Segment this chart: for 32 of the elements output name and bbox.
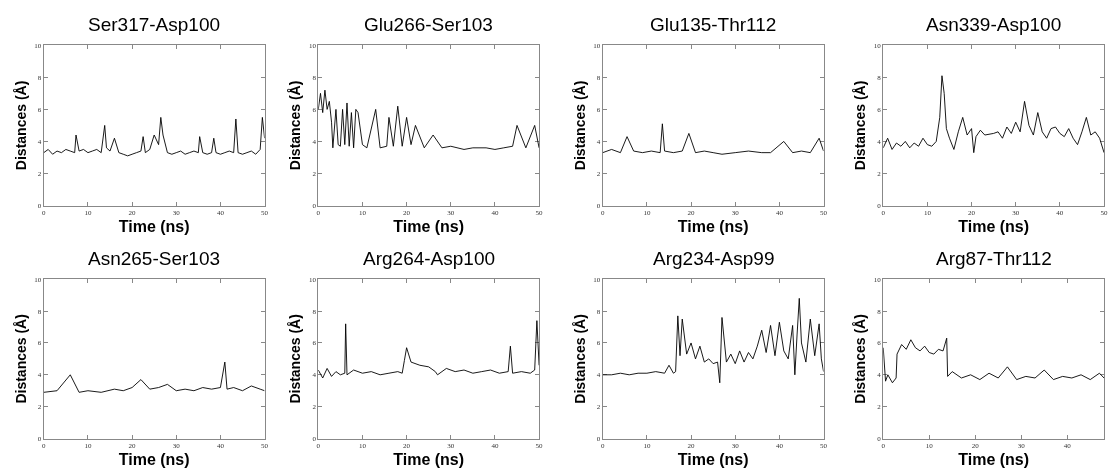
line-series [602,297,824,384]
chart-title: Glu266-Ser103 [364,14,493,35]
chart-title: Asn339-Asp100 [926,14,1062,35]
x-axis-title: Time (ns) [393,217,465,235]
x-axis-title: Time (ns) [118,450,190,468]
y-axis-title: Distances (Å) [571,80,588,171]
x-axis-title: Time (ns) [393,450,465,468]
chart-title: Glu135-Thr112 [650,14,777,35]
line-series [883,75,1105,154]
y-axis-title: Distances (Å) [852,80,869,171]
chart-title: Ser317-Asp100 [88,14,221,35]
line-series [318,89,540,150]
y-axis-title: Distances (Å) [287,80,304,171]
line-series [602,123,824,155]
y-axis-title: Distances (Å) [12,314,29,404]
line-series [318,320,540,379]
x-axis-title: Time (ns) [677,450,749,468]
y-axis-title: Distances (Å) [571,314,588,404]
line-series [43,116,265,157]
y-axis-title: Distances (Å) [287,314,304,404]
x-axis-title: Time (ns) [118,217,190,235]
y-axis-title: Distances (Å) [852,314,869,404]
chart-title: Asn265-Ser103 [88,248,221,269]
x-axis-title: Time (ns) [958,217,1030,235]
y-axis-title: Distances (Å) [12,80,29,171]
x-axis-title: Time (ns) [958,450,1030,468]
x-axis-title: Time (ns) [677,217,749,235]
chart-title: Arg87-Thr112 [936,248,1052,269]
line-series [43,361,265,393]
chart-title: Arg264-Asp100 [363,248,496,269]
line-series [883,337,1105,384]
chart-title: Arg234-Asp99 [653,248,775,269]
